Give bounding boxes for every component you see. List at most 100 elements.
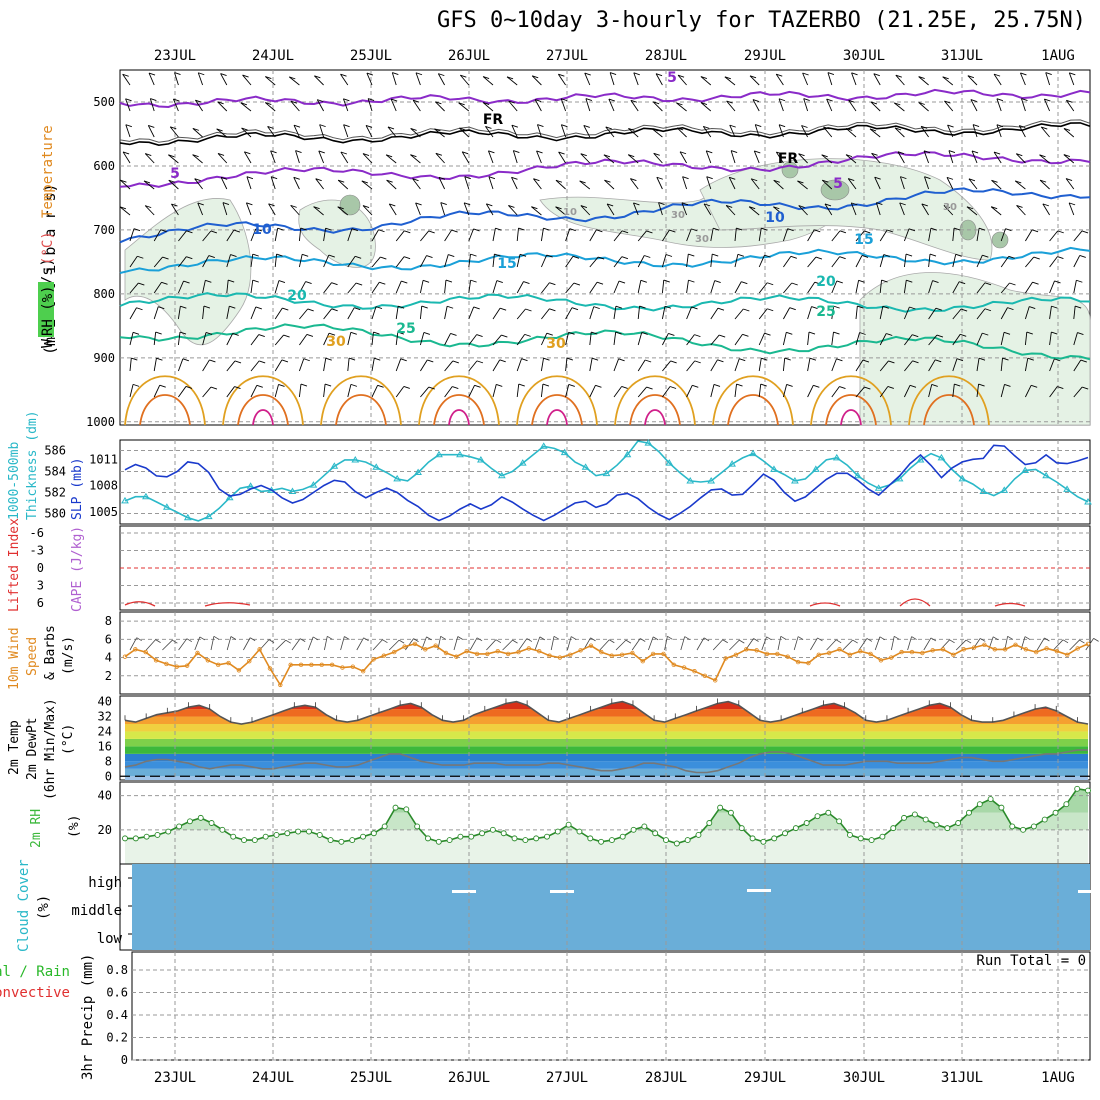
wind-barb bbox=[323, 308, 333, 320]
wind10m-point bbox=[360, 669, 366, 674]
rh-point bbox=[262, 833, 269, 840]
wind-barb-flag bbox=[751, 178, 758, 182]
wind-barb bbox=[923, 150, 930, 164]
isotherm-label: 30 bbox=[546, 336, 566, 352]
wind10m-barb bbox=[680, 636, 686, 651]
wind-barb bbox=[362, 205, 373, 216]
thickness-point bbox=[288, 487, 297, 494]
wind-barb bbox=[1021, 98, 1026, 112]
wind-barb bbox=[952, 334, 961, 346]
wind10m-point bbox=[609, 653, 614, 658]
wind-barb bbox=[129, 228, 135, 242]
isotherm-30 bbox=[614, 375, 696, 426]
wind-barb bbox=[1073, 306, 1076, 320]
wind-barb bbox=[875, 202, 881, 216]
wind-barb-flag bbox=[700, 76, 708, 80]
wind-barb-flag bbox=[374, 357, 381, 361]
wind-barb bbox=[1066, 100, 1075, 112]
wind10m-ylabel-2: Speed bbox=[25, 637, 40, 676]
wind10m-barb-flag bbox=[1093, 638, 1099, 642]
wind-barb bbox=[420, 359, 428, 372]
thickness-point bbox=[560, 448, 569, 456]
wind-barb-flag bbox=[646, 230, 653, 234]
wind-barb-flag bbox=[377, 384, 384, 388]
wind-barb bbox=[580, 153, 591, 164]
wind-barb-flag bbox=[584, 72, 591, 76]
thickness-point bbox=[497, 471, 506, 479]
isotherm-label: 15 bbox=[854, 232, 873, 248]
wind-barb bbox=[1000, 282, 1010, 294]
wind-barb bbox=[298, 384, 302, 398]
wind-barb bbox=[1039, 154, 1050, 164]
rh-point bbox=[381, 823, 388, 830]
wind-barb bbox=[662, 386, 671, 398]
wind-barb-flag bbox=[960, 308, 968, 312]
wind-barb bbox=[976, 254, 983, 268]
wind10m-barb bbox=[291, 638, 301, 651]
wind-barb bbox=[1073, 230, 1083, 242]
rh-point bbox=[1030, 823, 1037, 830]
wind10m-barb bbox=[307, 636, 314, 651]
wind-barb bbox=[778, 98, 784, 112]
wind-barb bbox=[758, 308, 768, 320]
wind-barb bbox=[1024, 385, 1032, 398]
top-date-axis: 23JUL 24JUL 25JUL 26JUL 27JUL 28JUL 29JUL 30JUL… bbox=[154, 48, 1075, 64]
rh-point bbox=[500, 830, 507, 837]
wind-barb-flag bbox=[679, 151, 687, 155]
wind-barb bbox=[463, 202, 470, 216]
y-tick-label: 1008 bbox=[89, 479, 118, 493]
wind-barb bbox=[288, 76, 300, 86]
wind-barb bbox=[773, 206, 784, 216]
cape-ylabel: CAPE (J/kg) bbox=[70, 526, 85, 612]
wind-barb bbox=[492, 334, 502, 346]
upper-wind-barbs bbox=[119, 72, 1089, 398]
wind-barb-flag bbox=[566, 357, 574, 361]
date-label-bottom: 25JUL bbox=[350, 1070, 392, 1086]
wind-barb-flag bbox=[823, 126, 830, 130]
rh-point bbox=[836, 818, 843, 825]
wind-barb bbox=[758, 358, 762, 372]
wind-barb bbox=[1042, 203, 1050, 216]
wind-barb-flag bbox=[470, 253, 477, 257]
wind-barb-flag bbox=[573, 282, 581, 286]
wind-barb-flag bbox=[412, 178, 419, 182]
wind10m-barb-flag bbox=[426, 636, 432, 641]
wind-barb-flag bbox=[482, 76, 490, 79]
wind-barb bbox=[395, 332, 399, 346]
wind-barb-flag bbox=[307, 308, 314, 312]
rh-line bbox=[122, 785, 1091, 847]
wind10m-point bbox=[278, 682, 283, 688]
wind-barb bbox=[686, 228, 692, 242]
cloud-cover-panel bbox=[119, 863, 1092, 951]
wind-barb bbox=[710, 334, 720, 346]
thickness-point bbox=[456, 450, 464, 458]
wind-barb bbox=[628, 128, 639, 138]
wind-barb-flag bbox=[222, 202, 230, 206]
wind-barb-flag bbox=[596, 281, 604, 285]
wind-barb-flag bbox=[343, 124, 350, 128]
wind-barb-flag bbox=[851, 202, 858, 206]
cloud-fill bbox=[132, 864, 1090, 950]
wind-barb-flag bbox=[824, 203, 832, 207]
wind10m-point bbox=[640, 659, 645, 664]
wind10m-point bbox=[371, 657, 376, 662]
isotherm-line bbox=[119, 187, 1091, 244]
thickness-point bbox=[832, 453, 841, 461]
thickness-point bbox=[204, 512, 213, 520]
wind-barb-flag bbox=[412, 99, 420, 103]
wind-barb bbox=[216, 128, 228, 138]
wind-barb-flag bbox=[760, 383, 767, 387]
wind-barb bbox=[855, 230, 865, 242]
wind-barb bbox=[725, 205, 736, 216]
wind-barb bbox=[492, 228, 496, 242]
date-label-bottom: 24JUL bbox=[252, 1070, 294, 1086]
y-tick-label: -3 bbox=[30, 544, 44, 558]
wind-barb bbox=[976, 358, 980, 372]
wind-barb bbox=[782, 384, 788, 398]
wind-barb bbox=[656, 177, 663, 190]
wind-barb-flag bbox=[458, 102, 465, 106]
wind-barb bbox=[149, 98, 155, 112]
wind10m-barb-flag bbox=[684, 636, 690, 640]
wind-barb bbox=[202, 230, 212, 242]
wind-barb-flag bbox=[474, 384, 481, 388]
